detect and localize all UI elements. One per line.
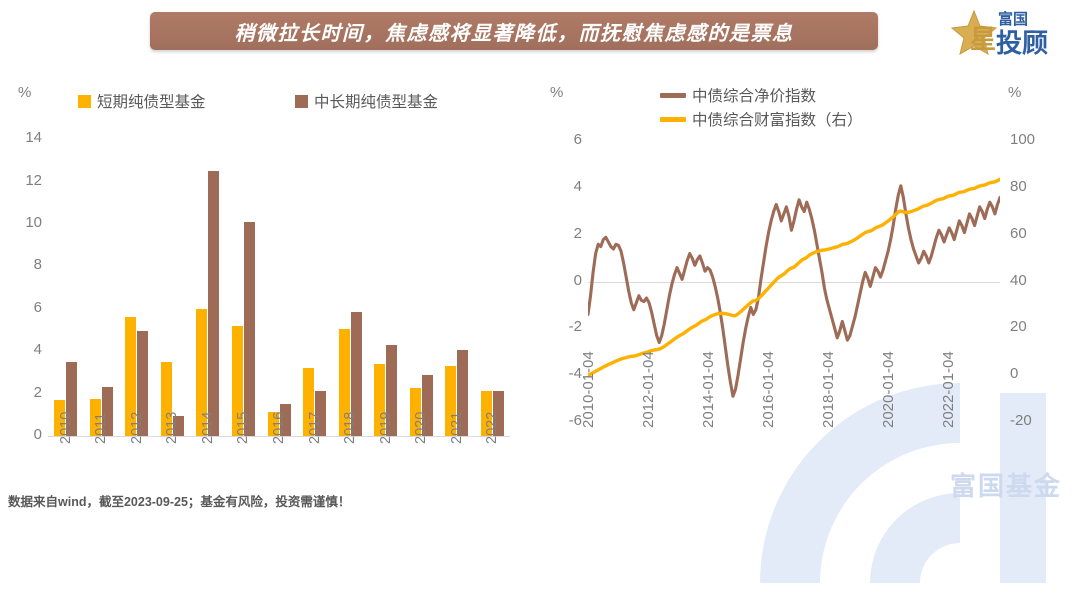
line-net-price-index <box>588 184 1000 398</box>
brand-logo: 星 富国 投顾 <box>950 9 1048 58</box>
y-tick-label-left: -2 <box>568 318 582 336</box>
line-series-group <box>588 177 1000 398</box>
svg-text:星: 星 <box>970 24 996 54</box>
y-tick-label-right: 100 <box>1010 131 1036 149</box>
legend-label-wealth-index: 中债综合财富指数（右） <box>692 112 863 129</box>
y-tick-label: 8 <box>33 256 42 274</box>
bar-2021-short <box>445 366 457 436</box>
y-tick-label-left: 6 <box>573 131 582 149</box>
x-tick-label: 2018-01-04 <box>820 351 838 428</box>
x-tick-label: 2010-01-04 <box>580 351 597 428</box>
x-tick-label: 2022-01-04 <box>940 351 958 428</box>
y-tick-label: 10 <box>25 214 42 231</box>
y-tick-label: 2 <box>33 383 42 401</box>
y-tick-label-right: 0 <box>1010 365 1019 383</box>
bar-2012-midlong <box>137 331 149 436</box>
x-tick-label: 2017 <box>306 411 323 444</box>
legend-item-net-price-index: 中债综合净价指数 <box>660 84 816 106</box>
svg-text:投顾: 投顾 <box>996 28 1048 58</box>
right-chart-y-unit-right: % <box>1008 84 1022 101</box>
x-tick-label: 2013 <box>164 411 181 444</box>
bar-2020-short <box>409 388 421 436</box>
legend-label-net-price-index: 中债综合净价指数 <box>692 88 817 105</box>
x-tick-label: 2012-01-04 <box>640 351 657 428</box>
legend-item-wealth-index: 中债综合财富指数（右） <box>660 108 863 130</box>
x-tick-label: 2014-01-04 <box>700 351 718 428</box>
bar-2019-short <box>374 363 386 436</box>
y-tick-label: 12 <box>25 171 42 189</box>
left-chart-baseline <box>48 436 510 437</box>
x-tick-label: 2020-01-04 <box>880 351 898 428</box>
right-chart-plot-area <box>588 118 1000 422</box>
bar-2021-midlong <box>457 350 469 436</box>
x-tick-label: 2012 <box>128 411 145 444</box>
right-chart-y-unit-left: % <box>550 84 564 101</box>
legend-label-mid-long-term: 中长期纯债型基金 <box>314 94 439 111</box>
x-tick-label: 2015 <box>235 411 252 444</box>
legend-swatch-mid-long-term <box>295 94 308 108</box>
bar-2018-midlong <box>350 311 362 436</box>
bar-2022-short <box>480 391 492 436</box>
x-tick-label: 2018 <box>342 411 359 444</box>
legend-line-net-price-index <box>660 92 686 98</box>
legend-line-wealth-index <box>660 116 686 122</box>
bar-2016-short <box>267 411 279 436</box>
y-tick-label-left: 4 <box>573 178 582 196</box>
y-tick-label: 14 <box>25 129 42 147</box>
y-tick-label: 0 <box>33 426 42 443</box>
y-tick-label-left: -4 <box>568 365 582 383</box>
x-tick-label: 2022 <box>484 411 501 444</box>
svg-text:富国: 富国 <box>998 10 1028 28</box>
title-banner: 稍微拉长时间，焦虑感将显著降低，而抚慰焦虑感的是票息 <box>150 12 878 50</box>
y-tick-label-left: -6 <box>568 412 582 429</box>
bar-2017-short <box>303 368 315 436</box>
bar-2012-short <box>125 317 137 436</box>
source-footnote: 数据来自wind，截至2023-09-25；基金有风险，投资需谨慎！ <box>8 495 351 509</box>
y-tick-label-left: 0 <box>573 271 582 289</box>
x-tick-label: 2011 <box>93 412 110 444</box>
line-wealth-index <box>588 177 1000 377</box>
x-tick-label: 2010 <box>57 411 74 444</box>
x-tick-label: 2021 <box>448 411 465 444</box>
bar-2022-midlong <box>492 391 504 436</box>
x-tick-label: 2016 <box>271 411 287 444</box>
y-tick-label: 4 <box>33 341 42 359</box>
page-title: 稍微拉长时间，焦虑感将显著降低，而抚慰焦虑感的是票息 <box>234 22 794 45</box>
legend-swatch-short-term <box>78 94 91 108</box>
legend-label-short-term: 短期纯债型基金 <box>97 94 206 111</box>
bar-2013-short <box>160 361 172 436</box>
x-tick-label: 2014 <box>199 411 216 444</box>
y-tick-label-right: 40 <box>1010 271 1027 289</box>
y-tick-label-right: -20 <box>1010 412 1032 429</box>
chart-bar-bond-fund-returns: 短期纯债型基金 中长期纯债型基金 % 0 2 4 6 8 10 12 14 2010 2011 2… <box>0 70 530 495</box>
x-tick-label: 2016-01-04 <box>760 351 778 428</box>
bar-2014-midlong <box>208 171 220 436</box>
bar-2013-midlong <box>172 415 184 436</box>
y-tick-label-right: 60 <box>1010 224 1027 242</box>
bar-2010-midlong <box>66 361 78 436</box>
y-tick-label: 6 <box>33 298 42 316</box>
left-chart-y-unit: % <box>18 84 32 101</box>
y-tick-label-left: 2 <box>573 224 582 242</box>
chart-line-cbond-index: 中债综合净价指数 中债综合财富指数（右） % % -6 -4 -2 0 2 4 6 -20 0… <box>530 70 1080 495</box>
bar-2014-short <box>196 308 208 436</box>
y-tick-label-right: 80 <box>1010 178 1027 196</box>
bar-2010-short <box>54 399 66 436</box>
bar-2015-midlong <box>243 221 255 436</box>
y-tick-label-right: 20 <box>1010 318 1027 336</box>
bar-2019-midlong <box>386 344 398 436</box>
bar-2017-midlong <box>315 391 327 436</box>
legend-item-short-term: 短期纯债型基金 <box>78 90 206 112</box>
x-tick-label: 2019 <box>377 411 394 444</box>
left-chart-plot-area <box>48 118 510 436</box>
bar-2011-short <box>89 398 101 436</box>
bar-2020-midlong <box>421 374 433 436</box>
bar-2015-short <box>231 325 243 436</box>
zero-gridline <box>588 281 1000 283</box>
legend-item-mid-long-term: 中长期纯债型基金 <box>295 90 438 112</box>
bar-2016-midlong <box>279 404 291 436</box>
bar-2018-short <box>338 328 350 436</box>
bar-2011-midlong <box>101 387 113 436</box>
x-tick-label: 2020 <box>413 411 430 444</box>
